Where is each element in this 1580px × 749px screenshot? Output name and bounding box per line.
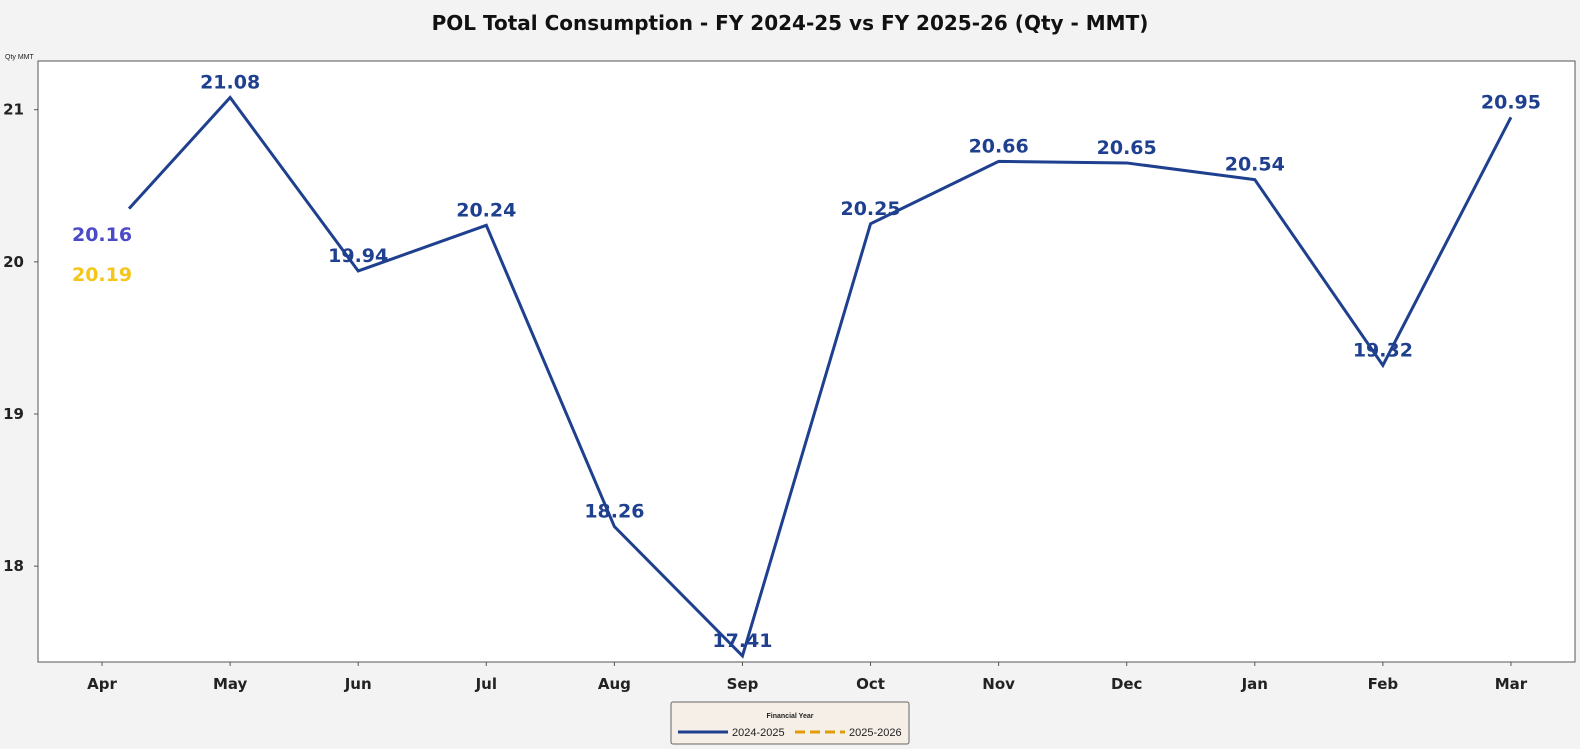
data-label-2024-2025-sep: 17.41 [712,630,772,652]
data-label-2024-2025-dec: 20.65 [1097,137,1157,159]
x-tick-label-jan: Jan [1241,675,1268,693]
x-tick-label-dec: Dec [1111,675,1143,693]
plot-area [37,60,1576,663]
data-label-2024-2025-aug: 18.26 [584,501,644,523]
data-labels: 20.16 21.08 19.94 20.24 18.26 17.41 20.25 20.66… [72,72,1541,652]
series-layer [127,95,1513,659]
series-line-2024-2025 [127,95,1513,659]
data-label-2024-2025-jun: 19.94 [328,245,388,267]
y-axis: 18 19 20 21 [3,101,38,575]
x-axis: Apr May Jun Jul Aug Sep Oct Nov Dec Jan Feb Mar [87,662,1528,693]
y-tick-label: 20 [3,253,24,271]
y-tick-label: 21 [3,101,24,119]
y-axis-unit-label: Qty MMT [5,54,34,61]
data-label-2024-2025-feb: 19.32 [1353,339,1413,361]
y-tick-label: 18 [3,557,24,575]
legend-label-2025-2026: 2025-2026 [849,727,902,739]
x-tick-label-feb: Feb [1368,675,1399,693]
x-tick-label-may: May [213,675,248,693]
x-tick-label-nov: Nov [982,675,1015,693]
data-label-2024-2025-may: 21.08 [200,72,260,94]
x-tick-label-aug: Aug [598,675,631,693]
chart-title: POL Total Consumption - FY 2024-25 vs FY… [432,11,1149,35]
x-tick-label-mar: Mar [1495,675,1528,693]
legend-box [670,701,910,745]
x-tick-label-sep: Sep [727,675,759,693]
x-tick-label-apr: Apr [87,675,117,693]
x-tick-label-jun: Jun [344,675,372,693]
legend: Financial Year 2024-2025 2025-2026 [670,701,910,745]
x-tick-label-oct: Oct [856,675,885,693]
data-label-2024-2025-jul: 20.24 [456,199,516,221]
data-label-2024-2025-mar: 20.95 [1481,91,1541,113]
data-label-2024-2025-oct: 20.25 [840,198,900,220]
x-tick-label-jul: Jul [475,675,497,693]
data-label-2024-2025-apr: 20.16 [72,224,132,246]
y-tick-label: 19 [3,405,24,423]
legend-title: Financial Year [767,713,814,720]
data-label-2025-2026-apr: 20.19 [72,264,132,286]
data-label-2024-2025-nov: 20.66 [969,135,1029,157]
legend-label-2024-2025: 2024-2025 [732,727,785,739]
data-label-2024-2025-jan: 20.54 [1225,154,1285,176]
